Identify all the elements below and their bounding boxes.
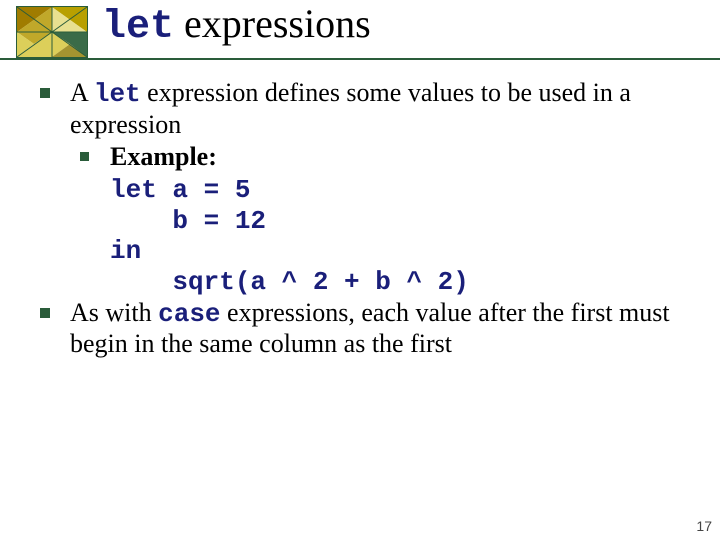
title-mono: let [102,5,174,50]
title-rest: expressions [174,1,371,46]
square-bullet-icon [40,88,50,98]
inline-code: let [94,79,141,109]
square-bullet-icon [40,308,50,318]
header: let expressions [16,6,371,58]
square-bullet-icon [80,152,89,161]
tangram-logo-icon [16,6,88,58]
inline-code: case [158,299,220,329]
text: A [70,78,94,107]
text: expression defines some values to be use… [70,78,631,139]
body: A let expression defines some values to … [40,78,690,362]
code-line: in [110,236,141,266]
code-block: let a = 5 b = 12 in sqrt(a ^ 2 + b ^ 2) [40,175,690,298]
text: As with [70,298,158,327]
bullet-level1: A let expression defines some values to … [40,78,690,140]
page-number: 17 [696,518,712,534]
code-line: let a = 5 [110,175,250,205]
slide: let expressions A let expression defines… [0,0,720,540]
slide-title: let expressions [102,0,371,50]
code-line: sqrt(a ^ 2 + b ^ 2) [110,267,469,297]
code-line: b = 12 [110,206,266,236]
bullet-level1: As with case expressions, each value aft… [40,298,690,360]
example-label: Example: [110,142,217,171]
bullet-level2: Example: [40,142,690,173]
header-rule [0,58,720,60]
